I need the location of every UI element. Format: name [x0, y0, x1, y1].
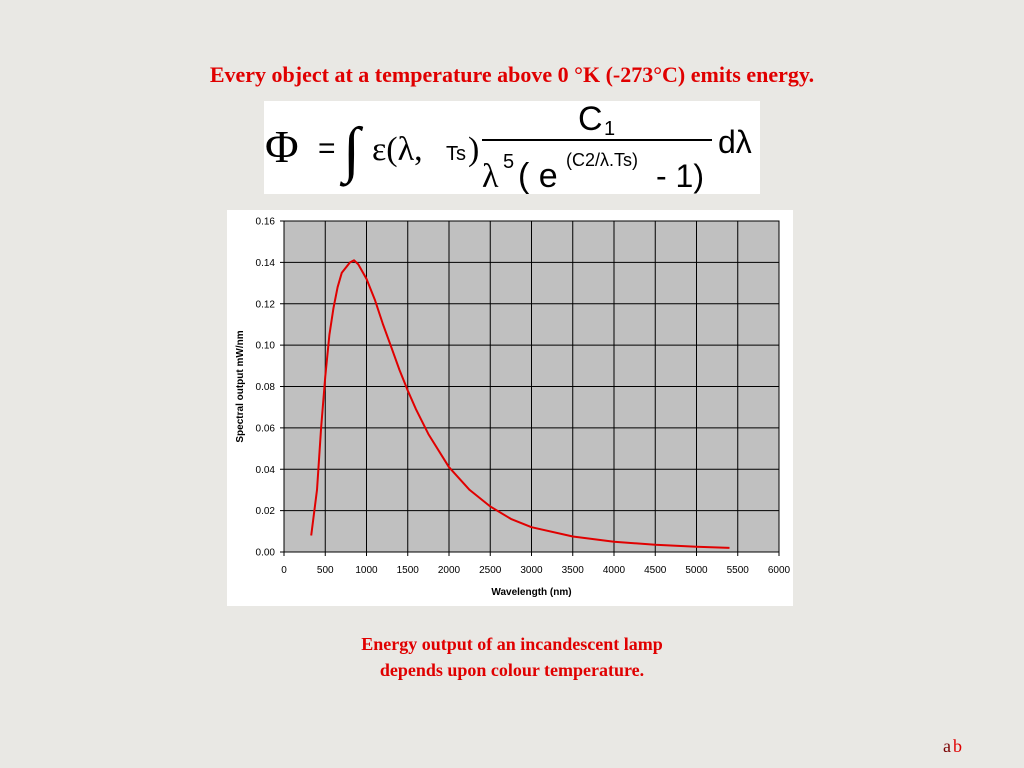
y-tick-label: 0.02 — [256, 506, 276, 517]
formula-part: = — [318, 132, 336, 165]
x-tick-label: 4000 — [603, 565, 626, 576]
x-tick-label: 1000 — [355, 565, 378, 576]
y-axis-label: Spectral output mW/nm — [235, 330, 246, 442]
x-tick-label: 0 — [281, 565, 287, 576]
slide-title: Every object at a temperature above 0 °K… — [210, 62, 814, 87]
x-axis-label: Wavelength (nm) — [491, 587, 571, 598]
y-tick-label: 0.08 — [256, 382, 276, 393]
formula-part: ( e — [518, 157, 558, 195]
x-tick-label: 3000 — [520, 565, 543, 576]
y-tick-label: 0.14 — [256, 258, 276, 269]
x-tick-label: 1500 — [397, 565, 420, 576]
formula-part: Φ — [265, 121, 299, 172]
x-tick-label: 6000 — [768, 565, 791, 576]
formula-part: ε(λ, — [372, 131, 423, 168]
x-tick-label: 2500 — [479, 565, 502, 576]
y-tick-label: 0.04 — [256, 465, 276, 476]
formula-box — [264, 101, 760, 194]
data-line — [310, 259, 730, 549]
formula-part: - 1) — [656, 158, 704, 194]
x-tick-label: 500 — [317, 565, 334, 576]
formula-part: 5 — [503, 151, 514, 173]
formula-part: C — [578, 100, 603, 138]
formula-part: λ — [482, 158, 499, 195]
y-tick-label: 0.16 — [256, 217, 276, 228]
x-tick-label: 4500 — [644, 565, 667, 576]
y-tick-label: 0.10 — [256, 341, 276, 352]
caption-line: Energy output of an incandescent lamp — [361, 634, 663, 654]
formula-part: ∫ — [339, 116, 364, 187]
y-tick-label: 0.06 — [256, 423, 276, 434]
formula-part: ) — [468, 131, 479, 168]
x-tick-label: 5500 — [727, 565, 750, 576]
x-tick-label: 5000 — [685, 565, 708, 576]
formula-part: (C2/λ.Ts) — [566, 150, 638, 170]
caption-line: depends upon colour temperature. — [380, 660, 644, 680]
x-tick-label: 2000 — [438, 565, 461, 576]
x-tick-label: 3500 — [562, 565, 585, 576]
formula-part: dλ — [718, 124, 752, 160]
formula-part: 1 — [604, 118, 615, 140]
y-tick-label: 0.12 — [256, 299, 276, 310]
footer-mark: b — [953, 736, 962, 756]
formula-part: Ts — [446, 143, 466, 165]
y-tick-label: 0.00 — [256, 548, 276, 559]
footer-mark: a — [943, 736, 951, 756]
